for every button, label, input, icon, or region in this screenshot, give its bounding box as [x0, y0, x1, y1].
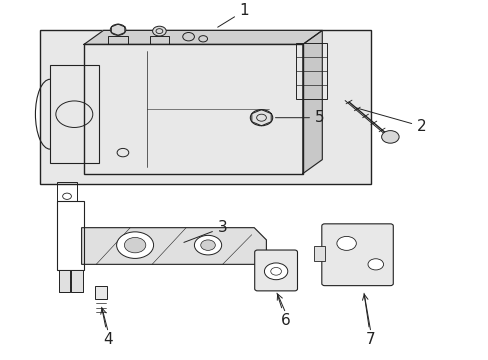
Polygon shape	[302, 30, 322, 174]
Circle shape	[110, 24, 125, 35]
Bar	[295, 43, 326, 99]
Circle shape	[270, 267, 281, 275]
Circle shape	[194, 235, 221, 255]
Circle shape	[201, 240, 215, 250]
Circle shape	[124, 238, 145, 253]
Text: 6: 6	[276, 293, 290, 328]
Bar	[59, 270, 70, 292]
Text: 1: 1	[217, 3, 249, 27]
Bar	[57, 202, 84, 270]
Circle shape	[381, 131, 398, 143]
Polygon shape	[84, 30, 322, 44]
FancyBboxPatch shape	[321, 224, 392, 285]
Circle shape	[250, 110, 272, 126]
Circle shape	[336, 237, 356, 250]
Circle shape	[152, 26, 166, 36]
FancyBboxPatch shape	[254, 250, 297, 291]
Circle shape	[264, 263, 287, 280]
Bar	[50, 65, 99, 163]
Bar	[84, 44, 302, 174]
Text: 4: 4	[102, 307, 113, 347]
Bar	[313, 246, 324, 261]
Bar	[71, 270, 82, 292]
Bar	[57, 182, 77, 202]
Bar	[149, 36, 169, 44]
Text: 3: 3	[183, 220, 227, 242]
Bar	[95, 286, 107, 299]
Text: 2: 2	[356, 108, 426, 134]
Text: 5: 5	[275, 110, 324, 125]
Bar	[108, 36, 127, 44]
Polygon shape	[81, 228, 266, 264]
Circle shape	[367, 259, 383, 270]
Text: 7: 7	[363, 293, 375, 347]
Bar	[40, 30, 370, 184]
Circle shape	[116, 232, 153, 258]
